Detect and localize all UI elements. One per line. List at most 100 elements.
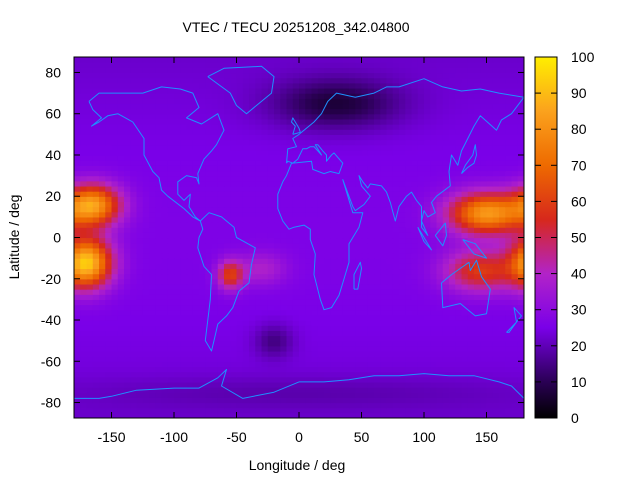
heatmap-cell bbox=[511, 356, 519, 362]
heatmap-cell bbox=[92, 371, 100, 378]
heatmap-cell bbox=[467, 191, 475, 197]
heatmap-cell bbox=[205, 242, 213, 249]
heatmap-cell bbox=[505, 72, 513, 79]
heatmap-cell bbox=[149, 118, 156, 125]
heatmap-cell bbox=[492, 222, 500, 228]
heatmap-cell bbox=[380, 196, 388, 202]
heatmap-cell bbox=[142, 407, 150, 414]
heatmap-cell bbox=[117, 320, 125, 326]
heatmap-cell bbox=[99, 252, 106, 259]
heatmap-cell bbox=[286, 227, 294, 233]
heatmap-cell bbox=[236, 345, 244, 352]
heatmap-cell bbox=[249, 201, 256, 208]
heatmap-cell bbox=[267, 289, 275, 295]
heatmap-cell bbox=[442, 87, 450, 94]
heatmap-cell bbox=[492, 340, 500, 347]
heatmap-cell bbox=[392, 87, 400, 94]
heatmap-cell bbox=[211, 314, 219, 321]
heatmap-cell bbox=[161, 283, 169, 290]
heatmap-cell bbox=[374, 361, 381, 368]
heatmap-cell bbox=[174, 412, 181, 418]
heatmap-cell bbox=[480, 376, 488, 383]
heatmap-cell bbox=[217, 340, 225, 347]
heatmap-cell bbox=[267, 387, 275, 393]
heatmap-cell bbox=[386, 289, 394, 295]
heatmap-cell bbox=[517, 237, 524, 244]
heatmap-cell bbox=[492, 201, 500, 208]
heatmap-cell bbox=[342, 283, 350, 290]
heatmap-cell bbox=[342, 129, 350, 135]
heatmap-cell bbox=[405, 62, 413, 68]
heatmap-cell bbox=[386, 113, 394, 120]
heatmap-cell bbox=[455, 397, 463, 404]
heatmap-cell bbox=[130, 82, 138, 89]
heatmap-cell bbox=[449, 185, 456, 192]
heatmap-cell bbox=[455, 113, 463, 120]
heatmap-cell bbox=[461, 170, 469, 177]
heatmap-cell bbox=[380, 170, 388, 177]
heatmap-cell bbox=[392, 371, 400, 378]
heatmap-cell bbox=[105, 108, 113, 115]
heatmap-cell bbox=[86, 165, 94, 172]
heatmap-cell bbox=[467, 62, 475, 68]
heatmap-cell bbox=[155, 113, 163, 120]
heatmap-cell bbox=[167, 289, 175, 295]
heatmap-cell bbox=[142, 98, 150, 105]
heatmap-cell bbox=[392, 72, 400, 79]
heatmap-cell bbox=[186, 361, 194, 368]
heatmap-cell bbox=[499, 350, 506, 357]
heatmap-cell bbox=[442, 289, 450, 295]
heatmap-cell bbox=[442, 304, 450, 311]
heatmap-cell bbox=[236, 227, 244, 233]
heatmap-cell bbox=[474, 222, 481, 228]
heatmap-cell bbox=[336, 320, 344, 326]
heatmap-cell bbox=[186, 139, 194, 146]
heatmap-cell bbox=[449, 309, 456, 316]
heatmap-cell bbox=[249, 273, 256, 280]
heatmap-cell bbox=[411, 191, 419, 197]
heatmap-cell bbox=[405, 263, 413, 270]
heatmap-cell bbox=[274, 144, 281, 151]
heatmap-cell bbox=[499, 93, 506, 99]
heatmap-cell bbox=[161, 268, 169, 275]
heatmap-cell bbox=[505, 330, 513, 337]
heatmap-cell bbox=[280, 185, 288, 192]
heatmap-cell bbox=[361, 283, 369, 290]
heatmap-cell bbox=[330, 350, 338, 357]
heatmap-cell bbox=[74, 345, 81, 352]
heatmap-cell bbox=[174, 134, 181, 141]
heatmap-cell bbox=[499, 144, 506, 151]
heatmap-cell bbox=[324, 366, 331, 373]
heatmap-cell bbox=[517, 320, 524, 326]
heatmap-cell bbox=[217, 273, 225, 280]
heatmap-cell bbox=[361, 222, 369, 228]
heatmap-cell bbox=[317, 247, 325, 254]
heatmap-cell bbox=[124, 252, 131, 259]
heatmap-cell bbox=[249, 118, 256, 125]
heatmap-cell bbox=[324, 258, 331, 264]
heatmap-cell bbox=[480, 108, 488, 115]
heatmap-cell bbox=[149, 330, 156, 337]
heatmap-cell bbox=[230, 283, 238, 290]
heatmap-cell bbox=[311, 356, 319, 362]
heatmap-cell bbox=[436, 222, 444, 228]
heatmap-cell bbox=[499, 397, 506, 404]
heatmap-cell bbox=[255, 252, 263, 259]
heatmap-cell bbox=[74, 237, 81, 244]
heatmap-cell bbox=[324, 139, 331, 146]
heatmap-cell bbox=[105, 397, 113, 404]
heatmap-cell bbox=[405, 185, 413, 192]
heatmap-cell bbox=[374, 258, 381, 264]
heatmap-cell bbox=[380, 366, 388, 373]
heatmap-cell bbox=[380, 175, 388, 182]
heatmap-cell bbox=[467, 98, 475, 105]
heatmap-cell bbox=[449, 227, 456, 233]
heatmap-cell bbox=[124, 392, 131, 398]
heatmap-cell bbox=[442, 356, 450, 362]
heatmap-cell bbox=[149, 165, 156, 172]
heatmap-cell bbox=[261, 268, 269, 275]
heatmap-cell bbox=[492, 247, 500, 254]
heatmap-cell bbox=[92, 103, 100, 110]
heatmap-cell bbox=[192, 242, 200, 249]
heatmap-cell bbox=[86, 57, 94, 63]
